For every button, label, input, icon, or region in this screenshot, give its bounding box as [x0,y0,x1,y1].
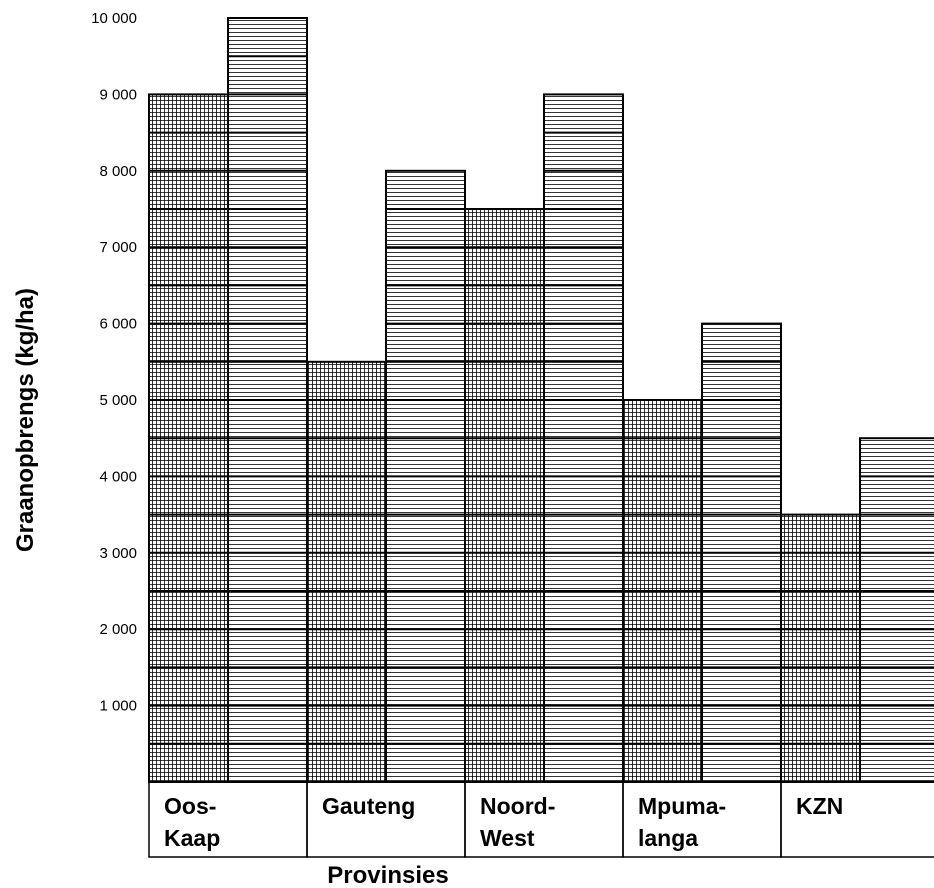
y-axis-title: Graanopbrengs (kg/ha) [12,288,39,552]
bar-1-3 [464,208,545,783]
y-tick-label: 3 000 [99,545,137,562]
y-tick-label: 9 000 [99,86,137,103]
x-axis-title: Provinsies [327,862,448,888]
category-label-line1: Mpuma- [638,793,726,819]
category-label-box [780,781,934,858]
y-axis-ticks: 1 000 2 000 3 000 4 000 5 000 6 000 7 000 8 000… [91,10,137,715]
y-tick-label: 10 000 [91,10,137,27]
y-tick-label: 6 000 [99,316,137,333]
bar-2-5 [859,437,934,783]
category-label-line1: Noord- [480,793,555,819]
y-tick-label: 2 000 [99,621,137,638]
gridlines [149,55,934,745]
y-tick-label: 1 000 [99,698,137,715]
bar-1-5 [780,513,861,783]
category-label-line1: Gauteng [322,793,415,819]
y-tick-label: 8 000 [99,163,137,180]
category-label-line2: Kaap [164,825,220,851]
category-labels: Oos- Kaap Gauteng Noord- West Mpuma-langa KZN [148,781,934,858]
y-tick-label: 4 000 [99,468,137,485]
category-label-line2: langa [638,825,698,851]
bar-1-2 [306,360,387,783]
category-label-line1: KZN [796,793,843,819]
category-label-line2: West [480,825,535,851]
y-tick-label: 5 000 [99,392,137,409]
y-tick-label: 7 000 [99,239,137,256]
category-label-line1: Oos- [164,793,216,819]
